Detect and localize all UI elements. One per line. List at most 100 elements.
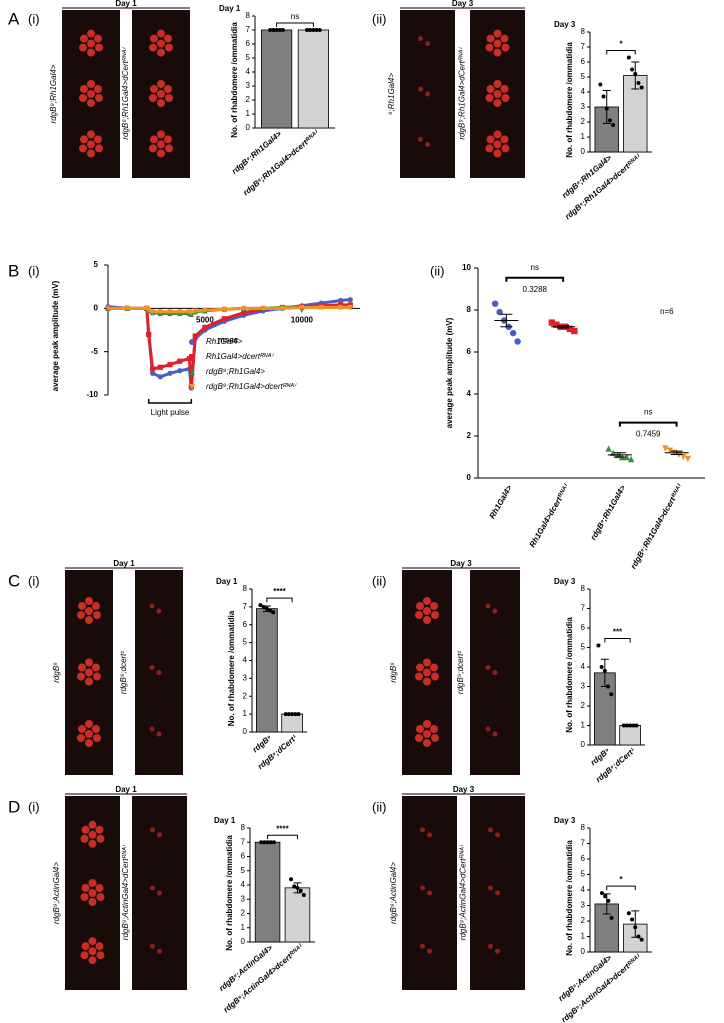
marker bbox=[146, 331, 152, 337]
rhabdomere bbox=[80, 34, 88, 43]
y-tick-label: 6 bbox=[581, 623, 586, 632]
data-point bbox=[596, 643, 601, 648]
genotype-label: rdgB⁹;ActinGal4>dCertᴿᴺᴬⁱ bbox=[459, 844, 468, 940]
bar bbox=[284, 887, 311, 943]
marker bbox=[509, 329, 517, 337]
y-tick-label: 6 bbox=[246, 39, 251, 48]
y-tick-label: 2 bbox=[581, 117, 586, 126]
rhabdomere bbox=[485, 726, 491, 732]
rhabdomere bbox=[88, 898, 97, 906]
y-tick-label: 2 bbox=[241, 909, 246, 918]
data-point bbox=[626, 55, 631, 60]
data-point bbox=[636, 934, 641, 939]
rhabdomere bbox=[157, 48, 165, 57]
y-tick-label: 6 bbox=[581, 57, 586, 66]
data-point bbox=[606, 684, 611, 689]
image-header: Day 1 bbox=[113, 559, 135, 568]
marker bbox=[553, 321, 560, 328]
rhabdomere bbox=[88, 820, 97, 829]
subpanel-label: (i) bbox=[28, 263, 40, 278]
data-point bbox=[311, 28, 316, 32]
subpanel-label: (ii) bbox=[430, 263, 444, 278]
chart-title: Day 3 bbox=[554, 816, 576, 825]
sem-bar bbox=[500, 313, 513, 328]
data-point bbox=[630, 917, 635, 922]
marker bbox=[605, 445, 612, 452]
rhabdomere bbox=[431, 672, 439, 681]
y-tick-label: 0 bbox=[467, 473, 472, 482]
rhabdomere bbox=[156, 608, 162, 614]
data-point bbox=[301, 892, 306, 897]
image-header: Day 3 bbox=[453, 785, 475, 794]
marker bbox=[260, 305, 266, 311]
comparison-bracket bbox=[505, 276, 565, 282]
rhabdomere bbox=[87, 90, 95, 98]
rhabdomere bbox=[149, 43, 157, 52]
significance-bracket bbox=[266, 597, 293, 603]
comparison-bracket bbox=[618, 421, 678, 427]
rhabdomere bbox=[492, 608, 498, 614]
bar bbox=[255, 608, 278, 733]
y-tick-label: 4 bbox=[241, 880, 246, 889]
data-point bbox=[308, 28, 313, 32]
marker bbox=[149, 370, 156, 376]
rhabdomere bbox=[430, 725, 438, 733]
rhabdomere bbox=[78, 602, 86, 610]
rhabdomere bbox=[423, 597, 431, 605]
panel-letter: A bbox=[8, 9, 20, 28]
x-tick-label: 5000 bbox=[196, 315, 214, 324]
rhabdomere bbox=[149, 603, 155, 609]
rhabdomere bbox=[88, 889, 97, 897]
data-point bbox=[606, 898, 611, 903]
y-tick-label: 4 bbox=[581, 885, 586, 894]
bar bbox=[281, 713, 304, 733]
rhabdomere bbox=[150, 943, 155, 949]
rhabdomere bbox=[81, 825, 90, 834]
chart-title: Day 1 bbox=[216, 577, 238, 586]
y-tick-label: 6 bbox=[581, 854, 586, 863]
rhabdomere bbox=[416, 725, 424, 733]
marker bbox=[241, 305, 247, 311]
data-point bbox=[599, 891, 604, 896]
significance-label: **** bbox=[273, 587, 286, 596]
y-tick-label: 8 bbox=[241, 823, 246, 832]
marker bbox=[347, 304, 353, 311]
data-point bbox=[621, 723, 626, 728]
rhabdomere bbox=[77, 734, 85, 742]
rhabdomere bbox=[85, 607, 93, 615]
rhabdomere bbox=[87, 130, 95, 139]
data-point bbox=[298, 888, 303, 893]
marker bbox=[514, 338, 521, 345]
rhabdomere bbox=[423, 720, 431, 728]
data-point bbox=[603, 894, 608, 899]
genotype-label: rdgB⁹ bbox=[389, 662, 398, 683]
rhabdomere bbox=[420, 943, 425, 949]
rhabdomere bbox=[80, 834, 89, 843]
rhabdomere bbox=[486, 85, 495, 93]
y-tick-label: 4 bbox=[243, 656, 248, 665]
y-tick-label: 1 bbox=[243, 709, 248, 718]
marker bbox=[202, 307, 208, 313]
data-point bbox=[259, 840, 264, 845]
rhabdomere bbox=[415, 734, 423, 742]
rhabdomere bbox=[96, 951, 105, 960]
marker bbox=[318, 304, 324, 311]
rhabdomere bbox=[87, 80, 95, 88]
data-point bbox=[283, 712, 288, 717]
rhabdomere bbox=[157, 39, 165, 48]
rhabdomere bbox=[164, 34, 172, 43]
rhabdomere bbox=[81, 884, 90, 892]
marker bbox=[666, 447, 674, 454]
annotation: n=6 bbox=[660, 307, 674, 316]
rhabdomere bbox=[88, 937, 97, 946]
data-point bbox=[296, 712, 301, 717]
rhabdomere bbox=[80, 951, 89, 960]
data-point bbox=[639, 85, 644, 90]
rhabdomere bbox=[485, 94, 494, 102]
rhabdomere bbox=[427, 890, 432, 896]
data-point bbox=[262, 840, 267, 845]
y-tick-label: 0 bbox=[581, 740, 586, 749]
y-tick-label: 8 bbox=[467, 305, 472, 314]
rhabdomere bbox=[80, 893, 89, 901]
rhabdomere bbox=[495, 948, 500, 954]
